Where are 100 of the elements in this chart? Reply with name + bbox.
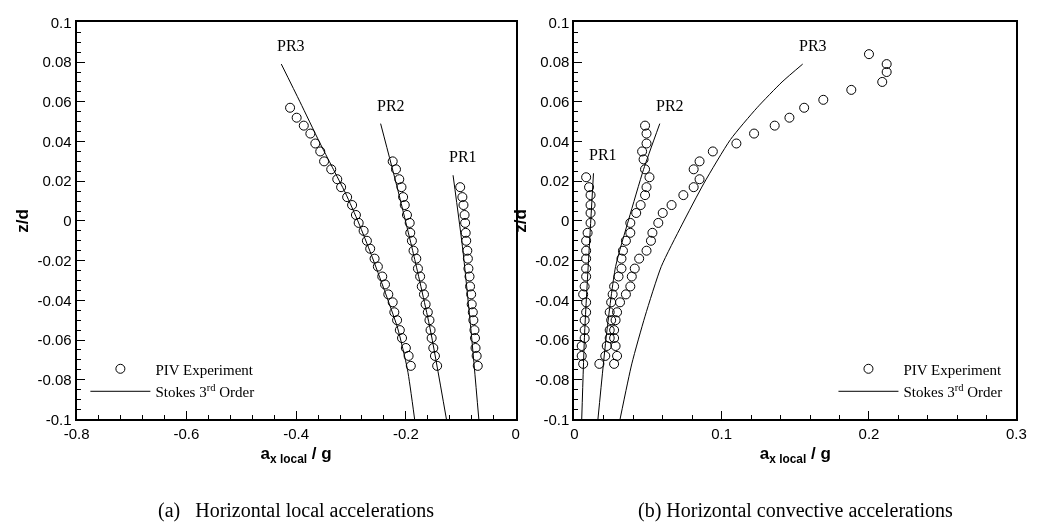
point xyxy=(426,333,437,344)
x-tick-label: -0.4 xyxy=(283,425,310,443)
point xyxy=(612,307,623,318)
point xyxy=(291,112,302,123)
point xyxy=(461,235,472,246)
point xyxy=(405,227,416,238)
legend-label: Stokes 3$^{rd}$ Order xyxy=(155,381,255,401)
point xyxy=(688,182,699,193)
point xyxy=(416,281,427,292)
point xyxy=(581,263,592,274)
point xyxy=(403,350,414,361)
y-tick-label: 0.02 xyxy=(540,172,570,190)
x-tick-label: -0.2 xyxy=(392,425,419,443)
point xyxy=(612,350,623,361)
point xyxy=(387,156,398,167)
y-tick-label: 0.06 xyxy=(540,93,570,111)
point xyxy=(594,358,605,369)
point xyxy=(604,307,615,318)
point xyxy=(625,227,636,238)
point xyxy=(471,350,482,361)
y-tick-label: -0.1 xyxy=(543,410,570,428)
point xyxy=(616,263,627,274)
point xyxy=(401,209,412,220)
point xyxy=(358,225,369,236)
point xyxy=(799,102,810,113)
point xyxy=(631,207,642,218)
point xyxy=(581,307,592,318)
point xyxy=(459,209,470,220)
point xyxy=(640,164,651,175)
y-tick-label: 0.06 xyxy=(42,93,72,111)
point xyxy=(394,325,405,336)
point xyxy=(688,164,699,175)
x-tick-label: 0.3 xyxy=(1005,425,1027,443)
point xyxy=(472,360,483,371)
legend-label: PIV Experiment xyxy=(155,361,254,378)
x-tick-label: 0 xyxy=(511,425,520,443)
point xyxy=(578,358,589,369)
point xyxy=(585,207,596,218)
annotation: PR1 xyxy=(589,146,617,163)
point xyxy=(617,245,628,256)
point xyxy=(412,263,423,274)
point xyxy=(408,245,419,256)
point xyxy=(606,315,617,326)
point xyxy=(369,253,380,264)
point xyxy=(422,307,433,318)
y-tick-label: 0.04 xyxy=(42,132,72,150)
point xyxy=(581,245,592,256)
point xyxy=(640,120,651,131)
point xyxy=(694,156,705,167)
point xyxy=(460,217,471,228)
point xyxy=(641,128,652,139)
point xyxy=(629,263,640,274)
legend-label: Stokes 3$^{rd}$ Order xyxy=(903,381,1003,401)
y-tick-label: -0.08 xyxy=(535,371,570,388)
point xyxy=(404,217,415,228)
point xyxy=(420,299,431,310)
point xyxy=(464,271,475,282)
point xyxy=(336,182,347,193)
point xyxy=(389,307,400,318)
point xyxy=(620,235,631,246)
point xyxy=(581,235,592,246)
y-tick-label: 0.08 xyxy=(540,53,570,71)
point xyxy=(581,253,592,264)
point xyxy=(625,217,636,228)
point xyxy=(881,59,892,70)
point xyxy=(405,360,416,371)
point xyxy=(749,128,760,139)
point xyxy=(470,342,481,353)
point xyxy=(457,192,468,203)
point xyxy=(641,138,652,149)
point xyxy=(429,350,440,361)
point xyxy=(616,253,627,264)
point xyxy=(581,172,592,183)
y-tick-label: 0.1 xyxy=(50,13,72,31)
point xyxy=(418,289,429,300)
point xyxy=(425,325,436,336)
point xyxy=(609,333,620,344)
point xyxy=(383,289,394,300)
point xyxy=(399,200,410,211)
point xyxy=(470,333,480,344)
y-tick-label: -0.1 xyxy=(45,410,72,428)
point xyxy=(601,341,612,351)
point xyxy=(678,190,689,201)
point xyxy=(881,67,892,78)
point xyxy=(634,253,645,264)
point xyxy=(637,146,648,157)
point xyxy=(694,174,705,185)
point xyxy=(469,325,480,336)
point xyxy=(604,333,615,344)
point xyxy=(406,235,417,246)
point xyxy=(579,325,590,336)
x-axis-title: a$_{x local}$ / g xyxy=(759,444,831,466)
point xyxy=(576,350,587,361)
point xyxy=(315,146,326,157)
point xyxy=(463,263,474,274)
y-tick-label: -0.08 xyxy=(37,371,72,388)
point xyxy=(578,289,589,300)
point xyxy=(613,271,624,282)
point xyxy=(645,235,656,246)
annotation: PR1 xyxy=(449,148,477,165)
